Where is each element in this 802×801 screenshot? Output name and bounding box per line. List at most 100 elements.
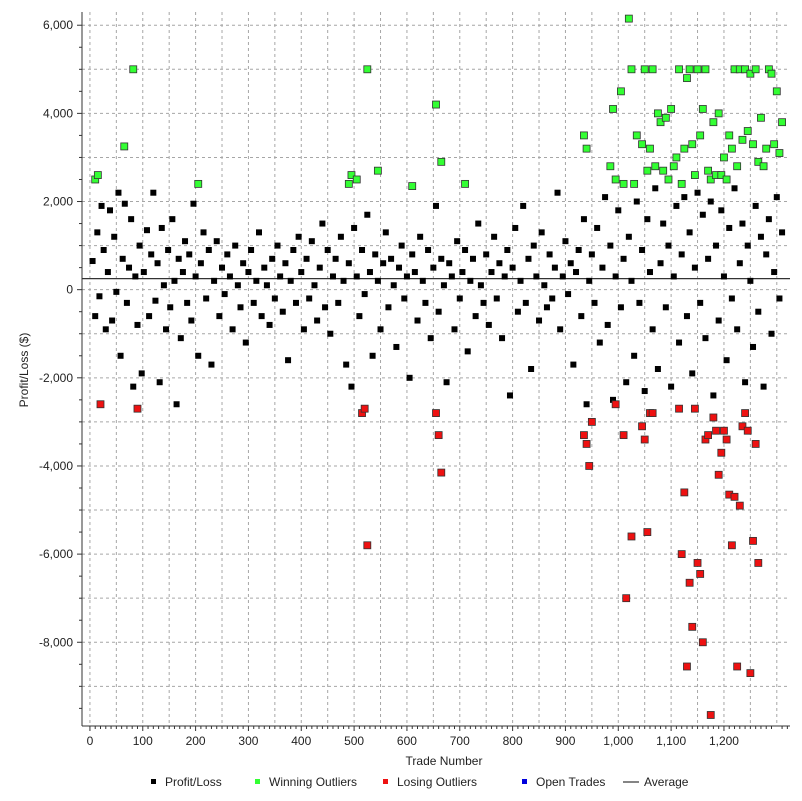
losing-outlier-point [690,404,699,413]
winning-outlier-point [654,109,662,118]
losing-outlier-point [743,426,752,435]
profit-loss-point [335,299,342,306]
winning-outlier-point [627,65,636,74]
y-tick-label: 6,000 [43,18,73,32]
profit-loss-point [324,247,331,253]
profit-loss-point [779,229,786,236]
losing-outlier-point [720,426,728,435]
winning-outlier-point [704,166,713,175]
x-tick-label: 900 [555,734,575,748]
x-tick-label: 800 [503,734,523,748]
profit-loss-point [200,229,207,236]
profit-loss-point [615,207,622,214]
profit-loss-point [237,304,244,311]
winning-outlier-point [741,65,749,74]
profit-loss-point [160,282,167,289]
profit-loss-point [303,255,310,262]
axes [77,12,790,731]
profit-loss-point [322,304,329,311]
profit-loss-point [92,313,99,320]
profit-loss-point [111,233,118,240]
winning-outlier-point [770,140,779,149]
winning-outlier-point [646,144,654,153]
legend-label: Open Trades [536,775,605,789]
profit-loss-point [382,229,389,236]
profit-loss-point [171,277,178,284]
winning-outlier-point [624,14,633,23]
profit-loss-point [617,304,624,311]
legend: Profit/Loss Winning Outliers Losing Outlie… [151,775,689,789]
profit-loss-point [285,357,292,364]
winning-outlier-point [762,144,771,153]
profit-loss-point [580,216,587,223]
profit-loss-point [221,291,228,298]
profit-loss-point [728,295,735,302]
profit-loss-point [636,299,643,306]
losing-outlier-point [675,404,683,413]
winning-outlier-point [677,179,686,188]
winning-outlier-point [754,157,763,166]
profit-loss-point [430,264,437,271]
profit-loss-point [271,295,278,302]
winning-outlier-point [688,140,697,149]
winning-outlier-point [706,175,715,184]
y-tick-label: -8,000 [39,635,73,649]
profit-loss-point [633,198,640,205]
profit-loss-point [514,308,521,315]
profit-loss-point [612,273,619,280]
profit-loss-point [628,277,635,284]
profit-loss-point [96,293,103,300]
profit-loss-point [417,233,424,240]
y-tick-label: 2,000 [43,195,73,209]
winning-outlier-point [651,162,660,171]
winning-outlier-point [619,179,628,188]
profit-loss-point [115,189,122,196]
losing-outlier-point [585,462,594,470]
profit-loss-point [691,264,698,271]
losing-outlier-point [714,470,723,479]
losing-outlier-point [688,622,697,631]
profit-loss-point [520,202,527,209]
legend-label: Winning Outliers [269,775,357,789]
profit-loss-point [755,308,762,315]
losing-outlier-point [582,440,591,448]
profit-loss-point [538,229,545,236]
winning-outlier-point [352,175,361,184]
winning-outlier-point [685,65,694,74]
profit-loss-point [89,258,96,265]
profit-loss-point [454,238,461,245]
profit-loss-point [641,388,648,395]
profit-loss-point [403,273,410,280]
profit-loss-point [277,273,284,280]
winning-outlier-point [693,65,702,74]
winning-outlier-point [606,162,615,171]
winning-outlier-point [772,87,781,96]
profit-loss-point [140,269,147,276]
profit-loss-point [477,282,484,289]
winning-outlier-point [120,142,129,151]
profit-loss-point [425,247,432,253]
profit-loss-point [269,255,276,262]
y-axis-title: Profit/Loss ($) [17,333,31,408]
profit-loss-point [248,247,255,253]
losing-outlier-point [709,413,718,422]
profit-loss-point [443,379,450,386]
profit-loss-point [652,185,659,192]
winning-outlier-point [669,162,678,171]
profit-loss-point [167,304,174,311]
winning-outlier-point [759,162,768,171]
profit-loss-point [393,343,400,350]
profit-loss-point [419,277,426,284]
profit-loss-point [750,343,757,350]
winning-outlier-point [373,166,382,175]
winning-outlier-point [630,179,639,188]
profit-loss-point [126,264,133,271]
x-tick-label: 100 [133,734,153,748]
profit-loss-point [583,401,590,408]
profit-loss-point [332,255,339,262]
profit-loss-point [107,207,114,214]
profit-loss-point [683,313,690,320]
profit-loss-point [715,317,722,324]
profit-loss-point [610,396,616,403]
winning-outlier-point [643,166,652,175]
